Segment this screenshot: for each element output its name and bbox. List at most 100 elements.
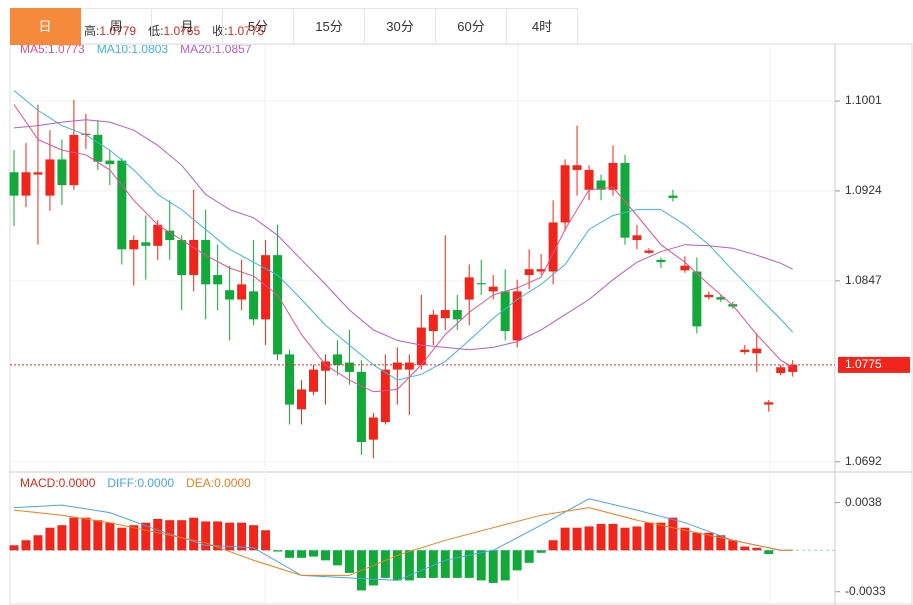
legend: MA5:1.0773 MA10:1.0803 MA20:1.0857 — [20, 42, 252, 56]
macd-bar — [320, 550, 330, 561]
macd-bar — [332, 550, 342, 566]
macd-bar — [309, 550, 318, 557]
macd-bar — [225, 522, 235, 551]
candle-body — [273, 255, 283, 355]
candle-body — [740, 349, 750, 353]
legend-label: 收: — [212, 24, 227, 38]
candle-body — [344, 362, 354, 372]
legend-label: DIFF: — [107, 476, 137, 490]
macd-bar — [189, 517, 199, 551]
macd-bar — [344, 550, 354, 573]
y-tick-label: 1.0692 — [845, 454, 882, 468]
indicator-line — [13, 498, 793, 581]
legend-value: 1.0773 — [48, 42, 85, 56]
candle-body — [608, 162, 618, 190]
macd-bar — [201, 521, 211, 551]
legend-label: MACD: — [20, 476, 59, 490]
candle-body — [21, 172, 31, 196]
macd-bar — [297, 550, 307, 558]
candle-body — [201, 239, 211, 285]
macd-bar — [117, 527, 127, 551]
candle-body — [464, 277, 474, 300]
period-tab[interactable]: 4时 — [507, 8, 578, 45]
indicator-line — [13, 119, 793, 351]
macd-bar — [9, 545, 19, 551]
macd-bar — [237, 522, 247, 551]
candle-body — [309, 369, 318, 392]
candle-body — [704, 294, 714, 298]
candle-body — [285, 354, 295, 405]
period-tab[interactable]: 日 — [10, 8, 81, 45]
period-tab[interactable]: 15分 — [294, 8, 365, 45]
candle-body — [141, 242, 151, 246]
legend-value: 1.0803 — [131, 42, 168, 56]
candle-body — [237, 284, 247, 300]
candle-body — [656, 259, 666, 263]
macd-bar — [45, 527, 55, 551]
macd-bar — [668, 517, 678, 551]
macd-bar — [656, 522, 666, 551]
candle-body — [332, 354, 342, 365]
macd-bar — [752, 547, 762, 551]
macd-bar — [129, 525, 139, 551]
candle-body — [584, 169, 594, 190]
period-tabs: 日周月 5分 15分 30分 60分 4时 — [10, 8, 578, 45]
legend-label: MA20: — [180, 42, 215, 56]
macd-bar — [680, 527, 690, 551]
candle-body — [297, 389, 307, 410]
legend-label: MA5: — [20, 42, 48, 56]
candle-body — [548, 222, 558, 272]
candle-body — [572, 165, 582, 170]
candle-body — [165, 230, 175, 240]
candle-body — [177, 239, 187, 276]
period-tab[interactable]: 30分 — [365, 8, 436, 45]
candle-body — [93, 134, 103, 162]
period-tab[interactable]: 60分 — [436, 8, 507, 45]
macd-bar — [273, 550, 283, 552]
candle-body — [668, 195, 678, 198]
candle-body — [392, 362, 402, 370]
macd-bar — [560, 527, 570, 551]
macd-bar — [740, 546, 750, 551]
macd-bar — [404, 550, 414, 581]
candle-body — [488, 286, 498, 292]
macd-bar — [21, 540, 31, 551]
y-tick-label: 1.1001 — [845, 93, 882, 107]
period-tab[interactable]: 周 — [81, 8, 152, 45]
macd-bar — [105, 522, 115, 551]
candle-body — [225, 290, 235, 300]
period-tab[interactable]: 5分 — [223, 8, 294, 45]
candle-body — [536, 269, 546, 272]
legend-value: 0.0000 — [214, 476, 251, 490]
legend-value: 1.0779 — [99, 24, 136, 38]
candle-body — [356, 371, 366, 442]
candle-body — [500, 291, 510, 332]
candle-body — [524, 269, 534, 276]
candle-body — [632, 235, 642, 240]
macd-bar — [392, 550, 402, 581]
candle-body — [620, 162, 630, 238]
candle-body — [69, 134, 79, 186]
candle-body — [644, 250, 654, 253]
macd-bar — [141, 522, 151, 551]
candle-body — [117, 160, 127, 250]
period-tab[interactable]: 月 — [152, 8, 223, 45]
macd-bar — [728, 540, 738, 551]
macd-bar — [213, 521, 223, 551]
macd-bar — [596, 523, 606, 551]
macd-bar — [584, 526, 594, 551]
macd-bar — [440, 550, 450, 578]
legend-value: 0.0000 — [59, 476, 96, 490]
candle-body — [45, 159, 55, 196]
candle-body — [33, 172, 43, 175]
last-price-label: 1.0775 — [845, 357, 882, 371]
macd-bar — [261, 530, 271, 551]
indicator-line — [13, 90, 794, 381]
legend-value: 1.0765 — [163, 24, 200, 38]
macd-bar — [644, 522, 654, 551]
macd-bar — [512, 550, 522, 571]
macd-bar — [249, 525, 259, 551]
candle-body — [512, 291, 522, 341]
macd-bar — [476, 550, 486, 581]
